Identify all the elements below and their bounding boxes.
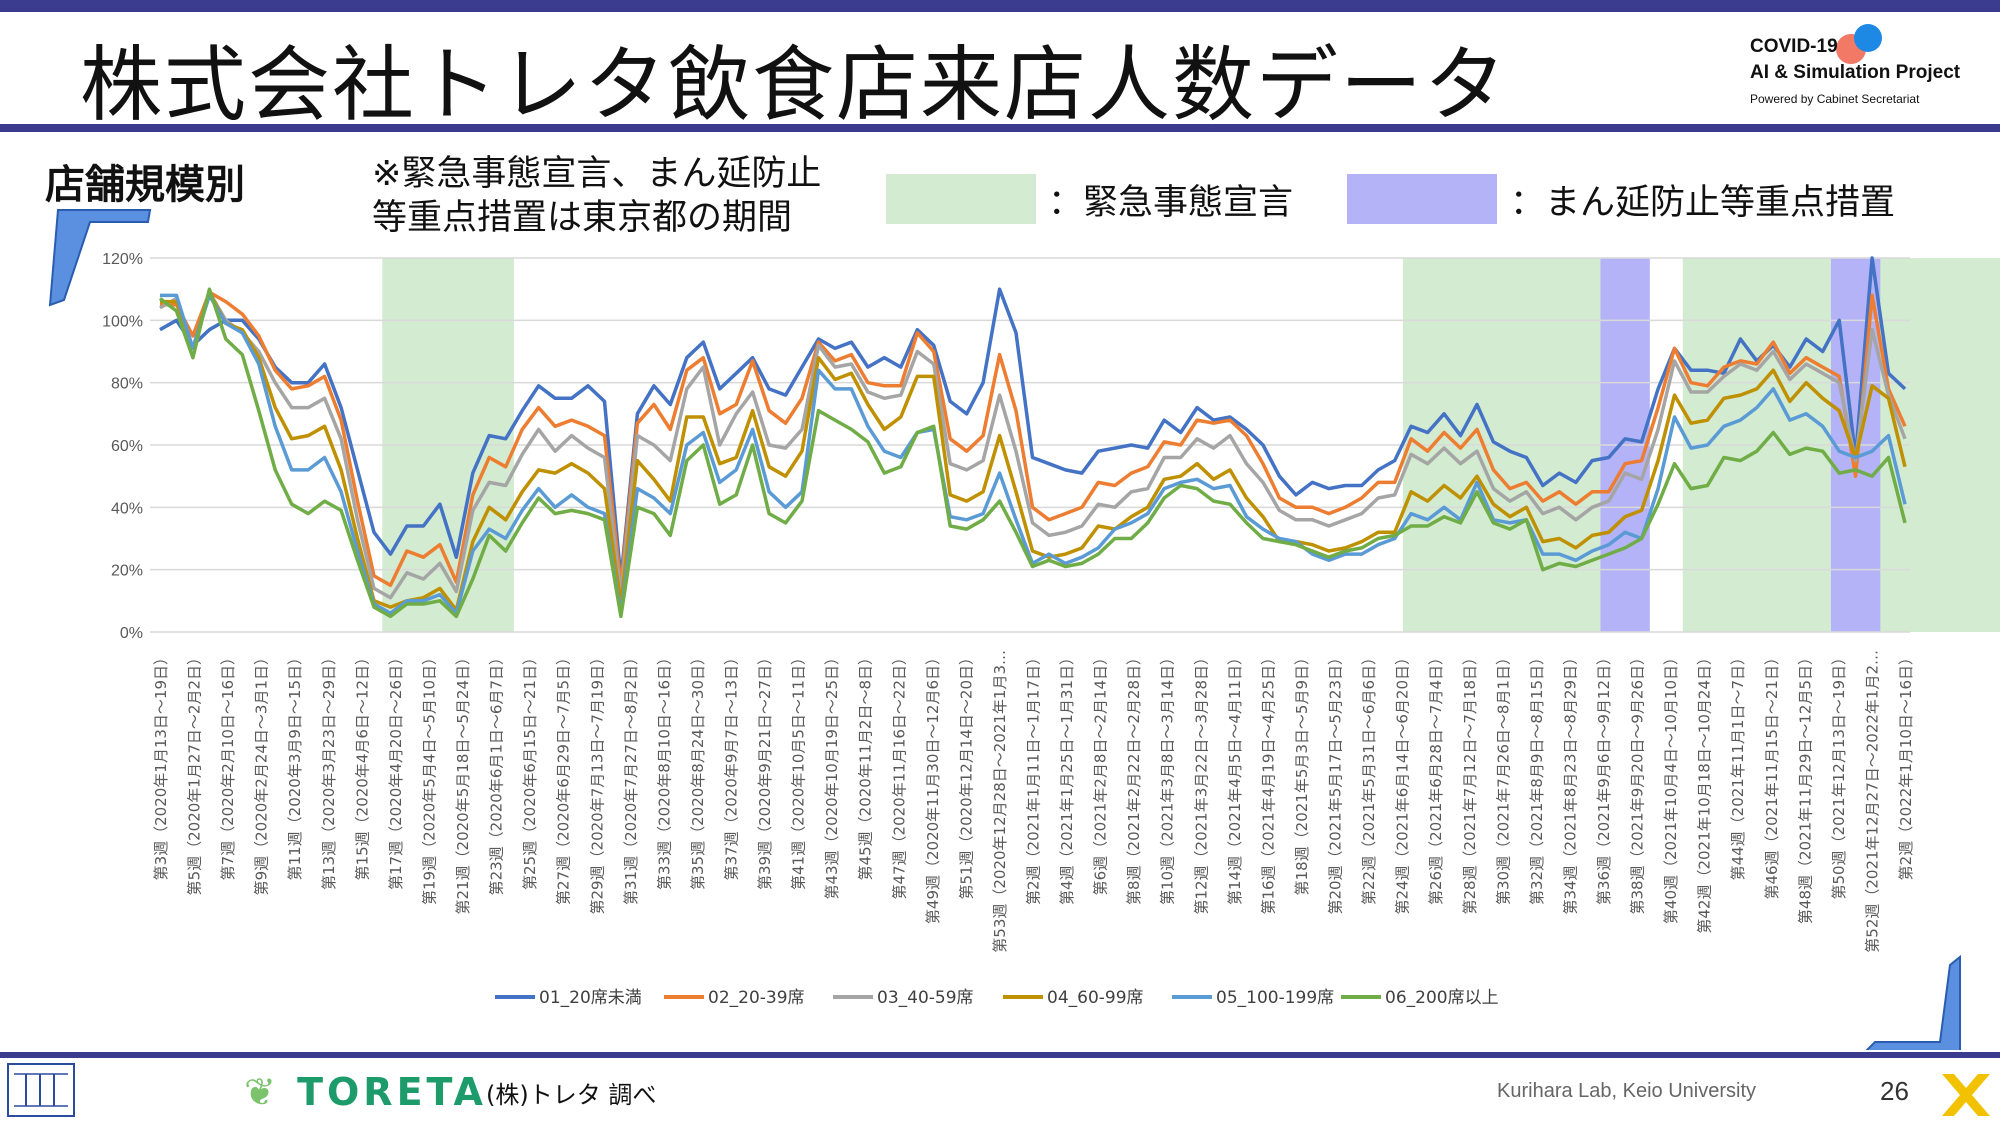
x-tick-label: 第8週（2021年2月22日～2月28日） <box>1125 650 1143 905</box>
x-tick-label: 第7週（2020年2月10日～16日） <box>219 650 237 880</box>
x-tick-label: 第45週（2020年11月2日～8日） <box>857 650 875 880</box>
x-tick-label: 第9週（2020年2月24日～3月1日） <box>253 650 271 895</box>
y-tick-label: 0% <box>120 625 143 642</box>
legend-label: 02_20-39席 <box>708 988 805 1008</box>
toreta-brand: TORETA <box>297 1070 487 1114</box>
x-tick-label: 第49週（2020年11月30日～12月6日） <box>924 650 942 924</box>
x-tick-label: 第43週（2020年10月19日～25日） <box>823 650 841 900</box>
x-tick-label: 第40週（2021年10月4日～10月10日） <box>1662 650 1680 924</box>
data-credit: (株)トレタ 調べ <box>486 1081 657 1109</box>
x-tick-label: 第26週（2021年6月28日～7月4日） <box>1427 650 1445 905</box>
corner-decoration-top-left <box>48 209 152 307</box>
page-number: 26 <box>1880 1076 1909 1106</box>
x-tick-label: 第2週（2021年1月11日～1月17日） <box>1025 650 1043 905</box>
y-tick-label: 40% <box>111 500 143 517</box>
x-logo <box>1942 1074 1990 1116</box>
x-tick-label: 第15週（2020年4月6日～12日） <box>353 650 371 880</box>
x-tick-label: 第17週（2020年4月20日～26日） <box>387 650 405 890</box>
toreta-logo: ❦ TORETA <box>244 1070 487 1114</box>
emergency-legend-swatch <box>886 174 1036 224</box>
series-line <box>159 256 1907 581</box>
x-tick-label: 第23週（2020年6月1日～6月7日） <box>488 650 506 895</box>
x-tick-label: 第3週（2020年1月13日～19日） <box>152 650 170 880</box>
x-tick-label: 第27週（2020年6月29日～7月5日） <box>555 650 573 905</box>
x-tick-label: 第33週（2020年8月10日～16日） <box>655 650 673 890</box>
x-tick-label: 第36週（2021年9月6日～9月12日） <box>1595 650 1613 905</box>
emergency-legend-label: ：緊急事態宣言 <box>1048 183 1294 223</box>
x-tick-label: 第22週（2021年5月31日～6月6日） <box>1360 650 1378 905</box>
period-note-line-2: 等重点措置は東京都の期間 <box>372 198 793 238</box>
x-tick-label: 第46週（2021年11月15日～21日） <box>1763 650 1781 900</box>
x-tick-label: 第47週（2020年11月16日～22日） <box>890 650 908 900</box>
x-tick-label: 第37週（2020年9月7日～13日） <box>722 650 740 880</box>
visitor-line-chart: 0% 20% 40% 60% 80% 100% 120% 第3週（2020年1月13日～19… <box>48 209 2000 1050</box>
x-tick-label: 第30週（2021年7月26日～8月1日） <box>1494 650 1512 905</box>
y-tick-label: 80% <box>111 376 143 393</box>
x-tick-label: 第31週（2020年7月27日～8月2日） <box>622 650 640 905</box>
top-bar <box>0 0 2000 12</box>
x-tick-label: 第18週（2021年5月3日～5月9日） <box>1293 650 1311 895</box>
x-tick-label: 第20週（2021年5月17日～5月23日） <box>1327 650 1345 915</box>
priority-legend-swatch <box>1347 174 1497 224</box>
project-logo: COVID-19 AI & Simulation Project Powered… <box>1750 36 1960 106</box>
legend-label: 06_200席以上 <box>1385 988 1499 1008</box>
series-line <box>160 290 1907 612</box>
legend-label: 03_40-59席 <box>877 988 974 1008</box>
x-tick-label: 第44週（2021年11月1日～7日） <box>1729 650 1747 880</box>
project-line-2: AI & Simulation Project <box>1750 62 1961 83</box>
x-tick-label: 第42週（2021年10月18日～10月24日） <box>1696 650 1714 934</box>
project-line-1: COVID-19 <box>1750 36 1838 57</box>
x-tick-label: 第5週（2020年1月27日～2月2日） <box>186 650 204 895</box>
x-tick-label: 第14週（2021年4月5日～4月11日） <box>1226 650 1244 905</box>
x-tick-label: 第24週（2021年6月14日～6月20日） <box>1394 650 1412 915</box>
x-tick-label: 第21週（2020年5月18日～5月24日） <box>454 650 472 915</box>
project-line-3: Powered by Cabinet Secretariat <box>1750 92 1920 106</box>
footer-divider <box>0 1052 2000 1058</box>
x-tick-label: 第29週（2020年7月13日～7月19日） <box>588 650 606 915</box>
x-tick-label: 第53週（2020年12月28日～2021年1月3… <box>991 650 1009 953</box>
legend-label: 04_60-99席 <box>1047 988 1144 1008</box>
y-tick-label: 20% <box>111 563 143 580</box>
x-tick-label: 第4週（2021年1月25日～1月31日） <box>1058 650 1076 905</box>
series-line <box>160 290 1907 588</box>
x-tick-label: 第34週（2021年8月23日～8月29日） <box>1561 650 1579 915</box>
x-tick-label: 第50週（2021年12月13日～19日） <box>1830 650 1848 900</box>
x-tick-label: 第2週（2022年1月10日～16日） <box>1897 650 1915 880</box>
toreta-mark-icon: ❦ <box>244 1070 280 1114</box>
corner-decoration-bottom-right <box>1865 954 1961 1050</box>
period-note: ※緊急事態宣言、まん延防止 等重点措置は東京都の期間 <box>372 152 821 240</box>
y-tick-label: 120% <box>102 251 143 268</box>
legend-label: 01_20席未満 <box>539 988 642 1008</box>
x-tick-label: 第51週（2020年12月14日～20日） <box>957 650 975 900</box>
x-tick-label: 第11週（2020年3月9日～15日） <box>286 650 304 880</box>
series-line <box>159 290 1907 600</box>
x-tick-label: 第13週（2020年3月23日～29日） <box>320 650 338 890</box>
header-divider <box>0 124 2000 132</box>
x-tick-label: 第52週（2021年12月27日～2022年1月2… <box>1863 650 1881 953</box>
x-tick-label: 第19週（2020年5月4日～5月10日） <box>420 650 438 905</box>
x-tick-label: 第28週（2021年7月12日～7月18日） <box>1461 650 1479 915</box>
y-tick-label: 60% <box>111 438 143 455</box>
ai-lab-logo <box>7 1063 75 1117</box>
series-line <box>158 287 1907 619</box>
subtitle: 店舗規模別 <box>45 162 245 208</box>
x-tick-label: 第6週（2021年2月8日～2月14日） <box>1092 650 1110 895</box>
period-note-line-1: ※緊急事態宣言、まん延防止 <box>372 154 822 194</box>
x-tick-label: 第10週（2021年3月8日～3月14日） <box>1159 650 1177 905</box>
x-tick-label: 第35週（2020年8月24日～30日） <box>689 650 707 890</box>
x-tick-label: 第25週（2020年6月15日～21日） <box>521 650 539 890</box>
x-tick-label: 第38週（2021年9月20日～9月26日） <box>1629 650 1647 915</box>
project-logo-dot-blue <box>1854 24 1882 52</box>
legend-label: 05_100-199席 <box>1216 988 1334 1008</box>
priority-legend-label: ：まん延防止等重点措置 <box>1510 183 1896 223</box>
y-tick-label: 100% <box>102 313 143 330</box>
lab-credit: Kurihara Lab, Keio University <box>1497 1080 1757 1102</box>
x-tick-label: 第12週（2021年3月22日～3月28日） <box>1192 650 1210 915</box>
x-tick-label: 第16週（2021年4月19日～4月25日） <box>1259 650 1277 915</box>
x-tick-label: 第41週（2020年10月5日～11日） <box>790 650 808 890</box>
x-tick-label: 第39週（2020年9月21日～27日） <box>756 650 774 890</box>
x-tick-label: 第32週（2021年8月9日～8月15日） <box>1528 650 1546 905</box>
x-tick-label: 第48週（2021年11月29日～12月5日） <box>1796 650 1814 924</box>
page-title: 株式会社トレタ飲食店来店人数データ <box>80 38 1509 133</box>
